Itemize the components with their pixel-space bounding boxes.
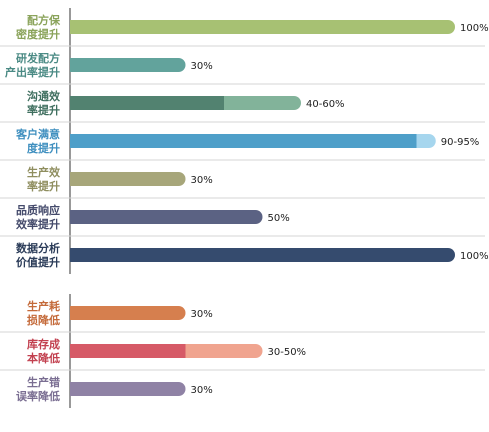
value-label: 30% [191,385,213,396]
category-label-line: 生产耗 [27,299,60,313]
value-label: 100% [460,23,489,34]
value-label: 30% [191,175,213,186]
bar-range-extension [223,96,301,110]
bar [70,248,455,262]
category-label-line: 品质响应 [16,203,60,217]
bar [70,382,186,396]
category-label: 生产效率提升 [27,165,61,193]
category-label-line: 误率降低 [16,389,60,403]
category-label: 库存成本降低 [27,337,60,365]
category-label-line: 数据分析 [16,241,60,255]
category-label-line: 损降低 [27,313,60,327]
bar [70,210,263,224]
category-label-line: 库存成 [27,337,60,351]
category-label: 生产错误率降低 [16,375,60,403]
category-label-line: 价值提升 [16,255,60,269]
category-label: 配方保密度提升 [16,13,61,41]
category-label: 生产耗损降低 [27,299,60,327]
value-label: 90-95% [441,137,480,148]
category-label: 客户满意度提升 [15,127,60,155]
category-label: 数据分析价值提升 [16,241,60,269]
bar [70,344,186,358]
value-label: 30% [191,309,213,320]
category-label: 研发配方产出率提升 [5,51,60,79]
category-label-line: 率提升 [27,103,60,117]
category-label-line: 生产错 [27,375,60,389]
value-label: 30% [191,61,213,72]
bar [70,306,186,320]
bar-range-extension [184,344,263,358]
category-label: 品质响应效率提升 [16,203,60,231]
category-label-line: 度提升 [27,141,60,155]
category-label-line: 本降低 [27,351,60,365]
category-label: 沟通效率提升 [27,89,61,117]
value-label: 40-60% [306,99,345,110]
category-label-line: 密度提升 [16,27,60,41]
bar-range-extension [415,134,436,148]
category-label-line: 效率提升 [16,217,60,231]
category-label-line: 客户满意 [15,127,60,141]
category-label-line: 沟通效 [27,89,61,103]
category-label-line: 生产效 [27,165,61,179]
value-label: 30-50% [268,347,307,358]
bar [70,172,186,186]
category-label-line: 率提升 [27,179,60,193]
bar [70,96,224,110]
category-label-line: 产出率提升 [5,65,60,79]
value-label: 50% [268,213,290,224]
bar [70,134,417,148]
value-label: 100% [460,251,489,262]
category-label-line: 配方保 [27,13,61,27]
category-label-line: 研发配方 [16,51,60,65]
bar [70,58,186,72]
bar [70,20,455,34]
